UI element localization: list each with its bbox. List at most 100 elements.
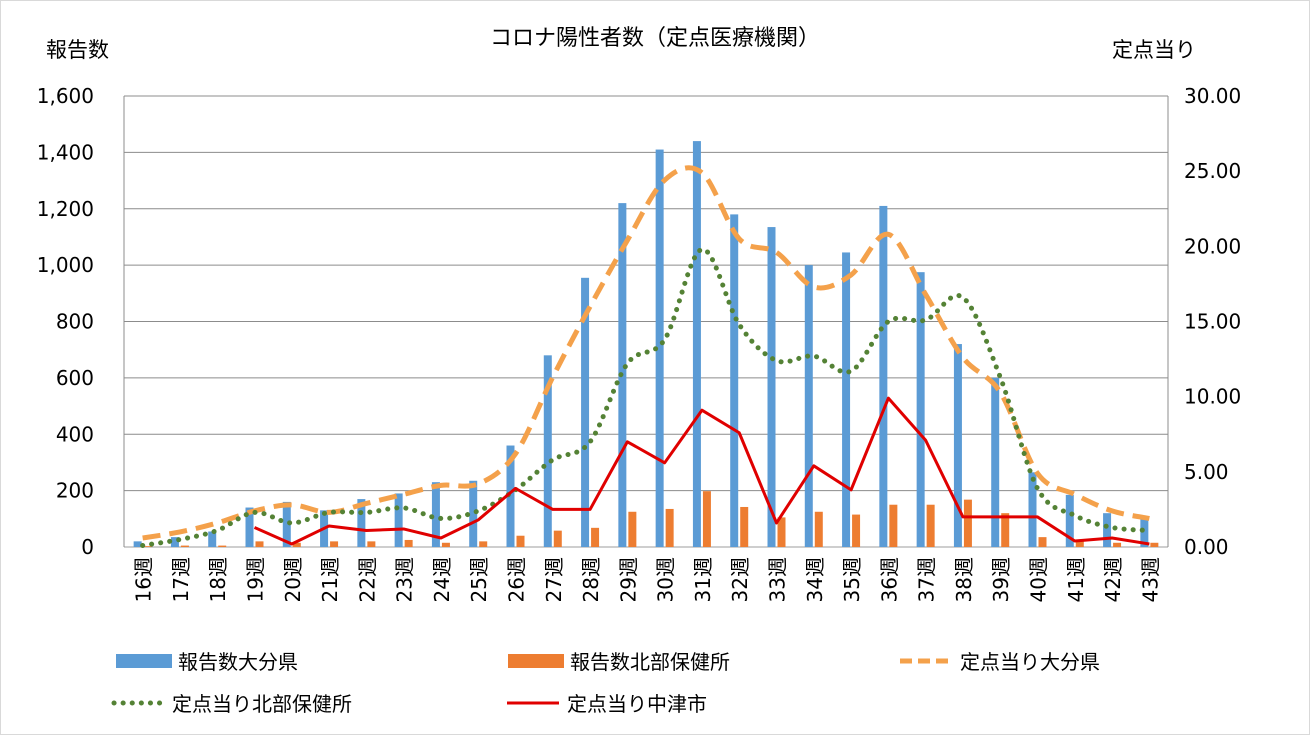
legend-swatch-north-report	[508, 653, 564, 668]
x-tick-label: 32週	[728, 557, 752, 602]
legend-item-oita-report: 報告数大分県	[116, 646, 298, 675]
legend-item-oita-per-point: 定点当り大分県	[898, 646, 1100, 675]
bar-oita-report	[357, 499, 366, 547]
bar-oita-report	[1103, 513, 1112, 547]
line-oita-per-point	[142, 165, 1150, 541]
x-tick-label: 39週	[989, 557, 1013, 602]
x-tick-label: 40週	[1027, 557, 1051, 602]
y-axis-left-title: 報告数	[46, 38, 109, 62]
y-right-tick-label: 0.00	[1184, 535, 1229, 559]
legend-label-north-per-point: 定点当り北部保健所	[172, 692, 352, 716]
bar-oita-report	[991, 377, 1000, 547]
legend-swatch-oita-report	[116, 653, 172, 668]
y-right-tick-label: 20.00	[1184, 234, 1241, 258]
bar-oita-report	[804, 265, 813, 547]
bar-oita-report	[170, 537, 179, 547]
x-tick-label: 41週	[1064, 557, 1088, 602]
x-tick-label: 27週	[542, 557, 566, 602]
legend-swatch-north-per-point	[111, 700, 166, 705]
bar-north-report	[852, 514, 861, 547]
legend-label-north-report: 報告数北部保健所	[570, 650, 730, 674]
y-left-tick-label: 1,200	[37, 197, 94, 221]
bar-north-report	[330, 541, 339, 547]
legend-label-nakatsu-per-point: 定点当り中津市	[567, 692, 707, 716]
x-tick-label: 36週	[877, 557, 901, 602]
bar-oita-report	[133, 541, 142, 547]
bar-oita-report	[842, 252, 851, 548]
bar-north-report	[889, 504, 898, 547]
y-left-tick-label: 0	[81, 535, 94, 559]
bar-oita-report	[208, 531, 217, 547]
x-tick-label: 34週	[803, 557, 827, 602]
legend-label-oita-report: 報告数大分県	[178, 650, 298, 674]
chart-title: コロナ陽性者数（定点医療機関）	[489, 26, 820, 51]
bar-north-report	[218, 545, 227, 547]
bar-north-report	[553, 530, 562, 547]
x-tick-label: 22週	[355, 557, 379, 602]
legend-label-oita-per-point: 定点当り大分県	[960, 650, 1100, 674]
bar-oita-report	[730, 214, 739, 547]
y-left-tick-label: 800	[56, 310, 94, 334]
bar-oita-report	[506, 445, 515, 547]
bar-oita-report	[581, 277, 590, 547]
y-right-tick-label: 30.00	[1184, 84, 1241, 108]
bar-north-report	[1113, 542, 1122, 547]
bar-oita-report	[431, 482, 440, 547]
bar-north-report	[404, 539, 413, 547]
bar-north-report	[740, 506, 749, 547]
y-left-tick-label: 1,600	[37, 84, 94, 108]
x-tick-label: 35週	[840, 557, 864, 602]
y-right-tick-label: 25.00	[1184, 159, 1241, 183]
x-tick-label: 37週	[915, 557, 939, 602]
bar-north-report	[516, 535, 525, 547]
bar-oita-report	[692, 141, 701, 547]
x-tick-label: 30週	[654, 557, 678, 602]
x-tick-label: 18週	[206, 557, 230, 602]
x-tick-label: 31週	[691, 557, 715, 602]
bar-north-report	[255, 541, 264, 547]
x-tick-label: 25週	[467, 557, 491, 602]
y-left-tick-label: 1,400	[37, 140, 94, 164]
y-left-tick-label: 600	[56, 366, 94, 390]
x-tick-label: 29週	[616, 557, 640, 602]
legend-item-nakatsu-per-point: 定点当り中津市	[505, 688, 707, 717]
x-tick-label: 26週	[505, 557, 529, 602]
line-nakatsu-per-point	[253, 396, 1150, 546]
x-tick-label: 33週	[766, 557, 790, 602]
y-left-tick-label: 400	[56, 422, 94, 446]
bar-oita-report	[916, 272, 925, 547]
bar-north-report	[591, 527, 600, 547]
x-tick-label: 16週	[132, 557, 156, 602]
bar-north-report	[143, 546, 152, 547]
x-tick-label: 28週	[579, 557, 603, 602]
bar-north-report	[814, 511, 823, 547]
y-right-tick-label: 5.00	[1184, 460, 1229, 484]
x-tick-label: 19週	[244, 557, 268, 602]
bar-oita-report	[394, 493, 403, 547]
bar-north-report	[1150, 542, 1159, 547]
bar-north-report	[1038, 537, 1047, 547]
bar-north-report	[702, 491, 711, 547]
y-right-tick-label: 10.00	[1184, 385, 1241, 409]
bar-oita-report	[543, 355, 552, 547]
bar-oita-report	[1065, 494, 1074, 547]
bar-oita-report	[879, 205, 888, 547]
bar-north-report	[367, 541, 376, 547]
bar-north-report	[292, 542, 301, 547]
bar-north-report	[963, 499, 972, 547]
bar-oita-report	[1028, 472, 1037, 547]
bar-north-report	[926, 504, 935, 547]
x-tick-label: 17週	[169, 557, 193, 602]
bar-oita-report	[245, 507, 254, 547]
x-tick-label: 38週	[952, 557, 976, 602]
bar-north-report	[1075, 541, 1084, 547]
bar-north-report	[777, 517, 786, 547]
x-tick-label: 42週	[1101, 557, 1125, 602]
x-tick-label: 43週	[1138, 557, 1162, 602]
bar-north-report	[628, 511, 637, 547]
bar-north-report	[441, 542, 450, 547]
legend-item-north-report: 報告数北部保健所	[508, 646, 730, 675]
bar-oita-report	[767, 227, 776, 547]
bar-north-report	[665, 508, 674, 547]
